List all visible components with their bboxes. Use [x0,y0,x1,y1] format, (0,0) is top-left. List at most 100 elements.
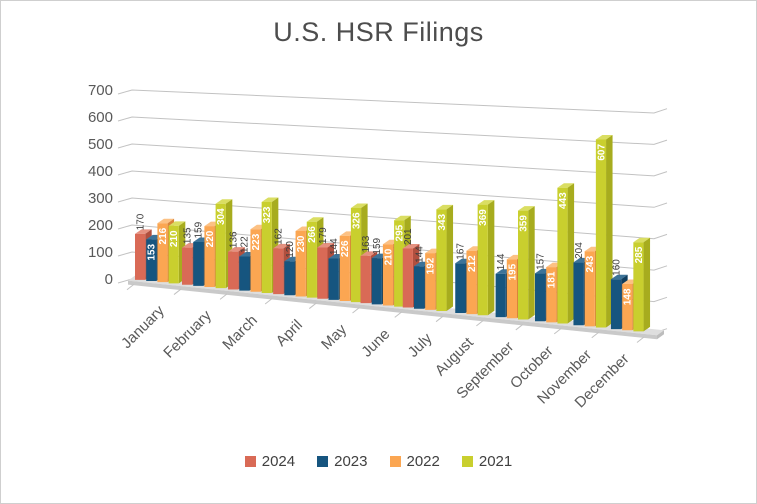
bar-2023-June [371,258,382,305]
value-label-2021-August: 369 [478,209,489,226]
legend-item-2022: 2022 [389,453,440,470]
value-label-2022-April: 230 [296,235,307,252]
bar-2024-May [317,247,328,299]
bar-2022-September [506,259,517,319]
value-label-2024-June: 163 [361,235,372,252]
value-label-2022-September: 195 [507,263,518,280]
value-label-2023-May: 144 [329,238,340,255]
category-tick [476,319,484,327]
value-label-2023-January: 153 [147,244,158,261]
bar-side-2021-September [528,206,535,320]
value-label-2021-February: 304 [216,208,227,225]
bar-2023-February [193,242,204,286]
bar-top-2024-April [273,243,290,249]
bar-2021-May [350,207,362,303]
category-tick [636,336,645,343]
bar-2023-January [146,239,157,281]
y-axis-tick-label: 400 [88,163,113,180]
value-label-2023-August: 167 [456,243,467,260]
category-tick [219,293,228,300]
category-ticks [126,283,645,343]
bar-2022-October [546,267,557,323]
value-label-2022-December: 148 [623,288,634,305]
value-label-2023-October: 157 [536,253,547,270]
bar-2022-February [204,226,215,288]
legend-swatch-2023 [317,456,329,467]
bar-top-2021-June [394,215,411,221]
legend-item-2024: 2024 [244,453,296,470]
gridline [117,89,668,114]
bar-2021-July [436,209,447,312]
value-label-2023-September: 144 [496,253,507,270]
legend-item-2021: 2021 [461,453,513,470]
value-label-2022-January: 216 [158,227,169,244]
bar-2023-March [239,256,250,291]
bar-2021-October [557,187,568,324]
value-label-2023-April: 120 [285,241,296,258]
y-axis-tick-label: 100 [88,244,113,261]
bar-2022-January [157,223,168,283]
value-label-2022-November: 243 [585,255,596,272]
bar-top-2021-January [168,221,186,226]
value-label-2022-July: 192 [426,257,437,274]
chart-floor-front [128,280,657,340]
x-axis-label-June: June [358,326,393,361]
bar-top-2021-February [215,199,233,204]
bar-2022-March [250,229,261,292]
bar-2023-May [328,258,339,300]
legend-item-2023: 2023 [317,453,368,470]
bar-top-2024-March [228,247,245,252]
value-label-2023-November: 204 [574,242,585,259]
bar-side-2021-July [446,204,454,312]
category-tick [553,328,562,335]
value-label-2022-February: 220 [205,230,216,247]
gridline [117,143,668,177]
bar-top-2021-April [306,217,324,222]
x-axis-label-February: February [160,307,215,362]
legend-label-2024: 2024 [261,453,296,470]
category-tick [308,302,317,309]
bar-2021-June [394,220,405,307]
value-label-2023-February: 159 [194,221,205,238]
bar-top-2021-October [557,183,575,188]
bar-side-2021-October [567,183,575,324]
y-axis-tick-label: 200 [88,217,113,234]
value-label-2021-June: 295 [395,224,406,241]
legend: 2024 2023 2022 2021 [1,453,756,470]
bar-top-2023-December [610,274,628,280]
x-axis-label-January: January [118,302,168,352]
bar-2022-June [382,244,394,306]
value-label-2021-December: 285 [634,246,645,263]
bar-side-2021-August [487,200,495,316]
y-axis-labels: 0 100 200 300 400 500 600 700 [88,82,113,288]
bar-2022-May [339,235,350,302]
bar-2021-December [633,242,644,332]
category-tick [173,288,182,295]
chart-floor-cap [657,330,664,340]
gridline [117,116,668,145]
value-label-2024-February: 135 [183,227,194,244]
bar-top-2021-September [518,206,535,211]
value-label-2021-November: 607 [596,144,607,161]
value-label-2023-July: 144 [414,246,425,263]
bar-2024-January [135,233,146,280]
bar-2023-July [413,266,425,309]
bar-2022-December [622,284,633,331]
bar-2023-August [455,263,466,313]
value-label-2023-December: 160 [611,259,622,276]
bar-2021-November [595,139,607,328]
x-axis-label-April: April [273,317,306,350]
y-axis-tick-label: 300 [88,190,113,207]
bar-2021-January [168,225,179,284]
bar-2021-April [306,221,317,298]
value-label-2024-April: 162 [274,228,285,245]
bar-2024-April [273,248,284,295]
bar-2021-February [215,203,226,289]
legend-label-2021: 2021 [478,453,513,470]
chart-title: U.S. HSR Filings [273,17,484,47]
x-axis-label-July: July [405,330,436,361]
bar-top-2021-July [436,204,454,210]
